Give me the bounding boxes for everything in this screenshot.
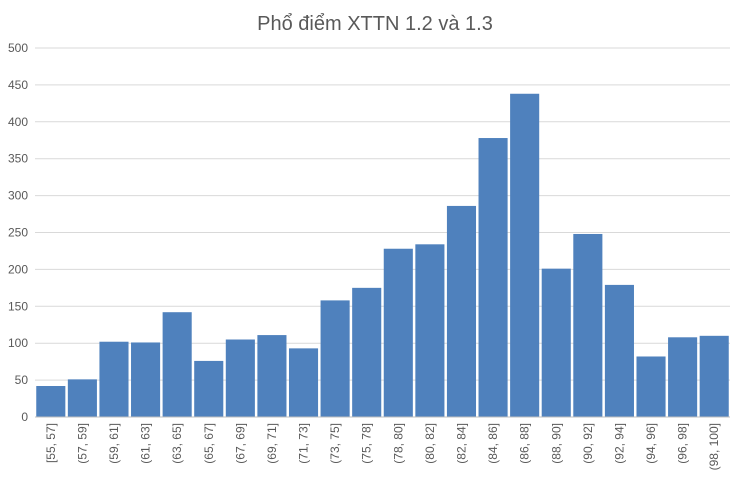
bar [36, 386, 66, 417]
x-tick-label: (75, 78] [360, 423, 374, 464]
bar [415, 244, 445, 417]
bar [67, 379, 97, 417]
x-tick-label: (86, 88] [518, 423, 532, 464]
bar [541, 268, 571, 417]
bar [478, 138, 508, 417]
bar [446, 205, 477, 417]
x-tick-label: (63, 65] [170, 423, 184, 464]
bar [573, 233, 603, 417]
x-tick-label: (80, 82] [423, 423, 437, 464]
x-tick-label: (84, 86] [486, 423, 500, 464]
bar [352, 287, 382, 417]
bar [383, 248, 413, 417]
bars [36, 93, 729, 418]
x-tick-label: (88, 90] [549, 423, 563, 464]
bar [668, 337, 698, 417]
x-tick-label: (98, 100] [707, 423, 721, 470]
y-tick-label: 500 [8, 41, 28, 55]
bar [162, 312, 192, 417]
y-tick-label: 200 [8, 262, 28, 276]
y-tick-label: 450 [8, 78, 28, 92]
bar [288, 348, 319, 417]
y-tick-label: 300 [8, 189, 28, 203]
x-tick-label: (69, 71] [265, 423, 279, 464]
bar [320, 300, 350, 417]
x-axis-ticks: [55, 57] (57, 59] (59, 61] (61, 63] (63, 65]… [44, 423, 721, 470]
bar [99, 341, 129, 417]
chart-title: Phổ điểm XTTN 1.2 và 1.3 [257, 13, 493, 35]
x-tick-label: (73, 75] [328, 423, 342, 464]
x-tick-label: (94, 96] [644, 423, 658, 464]
bar [194, 360, 224, 417]
x-tick-label: (92, 94] [612, 423, 626, 464]
x-tick-label: [55, 57] [44, 423, 58, 463]
y-tick-label: 400 [8, 115, 28, 129]
x-tick-label: (61, 63] [139, 423, 153, 464]
y-tick-label: 250 [8, 226, 28, 240]
y-axis-ticks: 0 50 100 150 200 250 300 350 400 450 500 [8, 41, 28, 424]
bar [225, 339, 255, 417]
x-tick-label: (71, 73] [297, 423, 311, 464]
x-tick-label: (59, 61] [107, 423, 121, 464]
bar [636, 356, 666, 417]
bar [510, 93, 540, 418]
x-tick-label: (57, 59] [75, 423, 89, 464]
bar [604, 284, 634, 417]
x-tick-label: (78, 80] [391, 423, 405, 464]
y-tick-label: 150 [8, 299, 28, 313]
bar [257, 335, 287, 417]
x-tick-label: (90, 92] [581, 423, 595, 464]
y-tick-label: 100 [8, 336, 28, 350]
y-tick-label: 0 [21, 410, 28, 424]
x-tick-label: (65, 67] [202, 423, 216, 464]
x-tick-label: (67, 69] [233, 423, 247, 464]
x-tick-label: (96, 98] [676, 423, 690, 464]
bar [699, 335, 729, 417]
x-tick-label: (82, 84] [454, 423, 468, 464]
y-tick-label: 50 [15, 373, 29, 387]
y-tick-label: 350 [8, 152, 28, 166]
bar [131, 342, 161, 417]
